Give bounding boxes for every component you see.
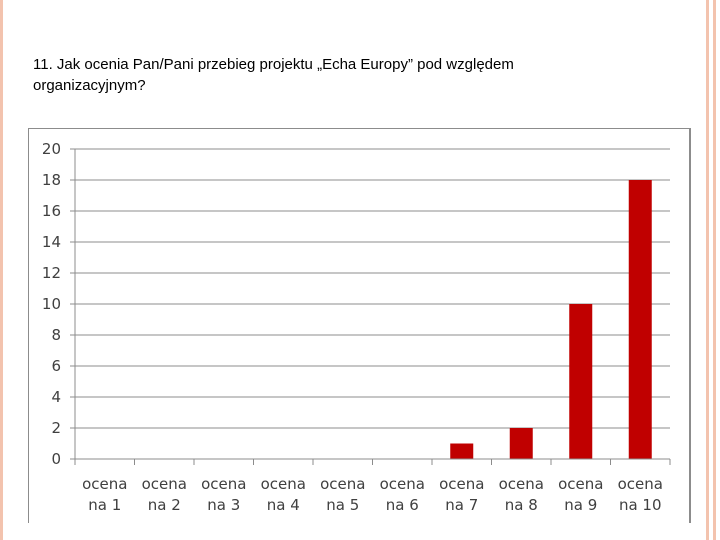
x-tick-label-4: ocena na 4 [261, 475, 306, 514]
bar-9 [569, 304, 593, 459]
y-tick-label-16: 16 [42, 202, 61, 220]
bar-7 [450, 443, 474, 459]
y-tick-label-12: 12 [42, 264, 61, 282]
y-tick-label-0: 0 [51, 450, 61, 468]
y-tick-label-10: 10 [42, 295, 61, 313]
question-line-2: organizacyjnym? [33, 77, 146, 94]
question-line-1: 11. Jak ocenia Pan/Pani przebieg projekt… [33, 56, 514, 73]
right-decor-stripe-outer [713, 0, 716, 540]
x-tick-label-9: ocena na 9 [558, 475, 603, 514]
x-tick-label-5: ocena na 5 [320, 475, 365, 514]
bar-8 [509, 428, 533, 459]
chart-frame: 0 2 4 6 8 10 12 14 16 18 20 ocena na 1 ocena na 2 ocena… [28, 128, 691, 523]
left-decor-stripe [0, 0, 3, 540]
bar-10 [628, 180, 652, 459]
y-tick-label-8: 8 [51, 326, 61, 344]
question-text: 11. Jak ocenia Pan/Pani przebieg projekt… [33, 54, 673, 96]
x-tick-label-6: ocena na 6 [380, 475, 425, 514]
y-tick-label-18: 18 [42, 171, 61, 189]
y-tick-label-4: 4 [51, 388, 61, 406]
y-tick-label-14: 14 [42, 233, 61, 251]
bar-chart: 0 2 4 6 8 10 12 14 16 18 20 ocena na 1 ocena na 2 ocena… [42, 140, 671, 514]
x-tick-label-10: ocena na 10 [618, 475, 663, 514]
x-tick-label-8: ocena na 8 [499, 475, 544, 514]
x-tick-label-7: ocena na 7 [439, 475, 484, 514]
x-tick-label-1: ocena na 1 [82, 475, 127, 514]
y-tick-label-2: 2 [51, 419, 61, 437]
x-tick-label-3: ocena na 3 [201, 475, 246, 514]
y-tick-label-6: 6 [51, 357, 61, 375]
right-decor-stripe [706, 0, 709, 540]
x-tick-label-2: ocena na 2 [142, 475, 187, 514]
y-tick-label-20: 20 [42, 140, 61, 158]
